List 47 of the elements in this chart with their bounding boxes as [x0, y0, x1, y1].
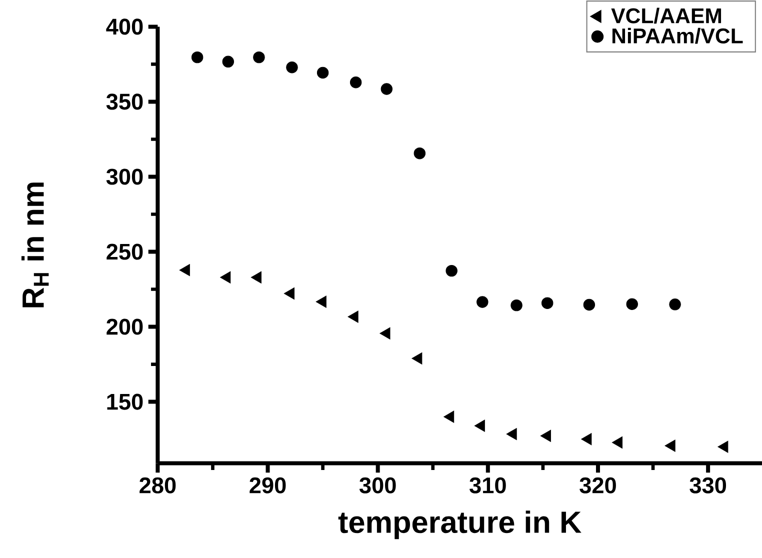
x-tick-label: 330 — [690, 477, 726, 494]
point — [380, 327, 390, 340]
legend-label: VCL/AAEM — [611, 8, 722, 24]
point — [669, 298, 681, 310]
point — [664, 440, 676, 452]
x-tick-label: 310 — [470, 477, 506, 494]
point — [412, 352, 422, 364]
point — [541, 297, 554, 309]
point — [222, 56, 234, 68]
x-tick-label: 280 — [140, 477, 176, 494]
x-axis-title: temperature in K — [338, 510, 582, 540]
point — [718, 440, 728, 453]
x-tick-label: 290 — [250, 477, 286, 494]
y-tick-label: 300 — [106, 168, 143, 185]
point — [540, 430, 551, 442]
point — [191, 51, 204, 64]
point — [350, 76, 362, 88]
point — [474, 420, 485, 432]
point — [348, 310, 358, 323]
point — [510, 299, 522, 312]
y-tick-label: 400 — [106, 18, 143, 35]
y-tick-label: 200 — [106, 318, 143, 335]
x-tick-label: 300 — [359, 477, 396, 494]
point — [220, 271, 231, 284]
x-tick-label: 320 — [580, 477, 616, 494]
point — [583, 298, 596, 311]
point — [316, 296, 326, 308]
y-tick-label: 350 — [106, 94, 143, 110]
point — [414, 147, 426, 160]
point — [446, 264, 458, 277]
y-tick-label: 250 — [106, 244, 143, 260]
point — [626, 298, 638, 310]
point — [316, 66, 329, 79]
point — [179, 264, 190, 276]
point — [253, 51, 265, 64]
point — [444, 410, 454, 423]
point — [286, 61, 298, 74]
y-tick-label: 150 — [107, 394, 143, 410]
point — [380, 83, 393, 95]
point — [476, 296, 488, 308]
y-axis-title: R$_{H}$ in nm — [21, 182, 49, 308]
legend-label: NiPAAm/VCL — [612, 28, 743, 44]
point — [612, 436, 622, 448]
point — [250, 271, 262, 284]
point — [284, 287, 294, 300]
point — [581, 433, 592, 446]
point — [506, 428, 517, 440]
